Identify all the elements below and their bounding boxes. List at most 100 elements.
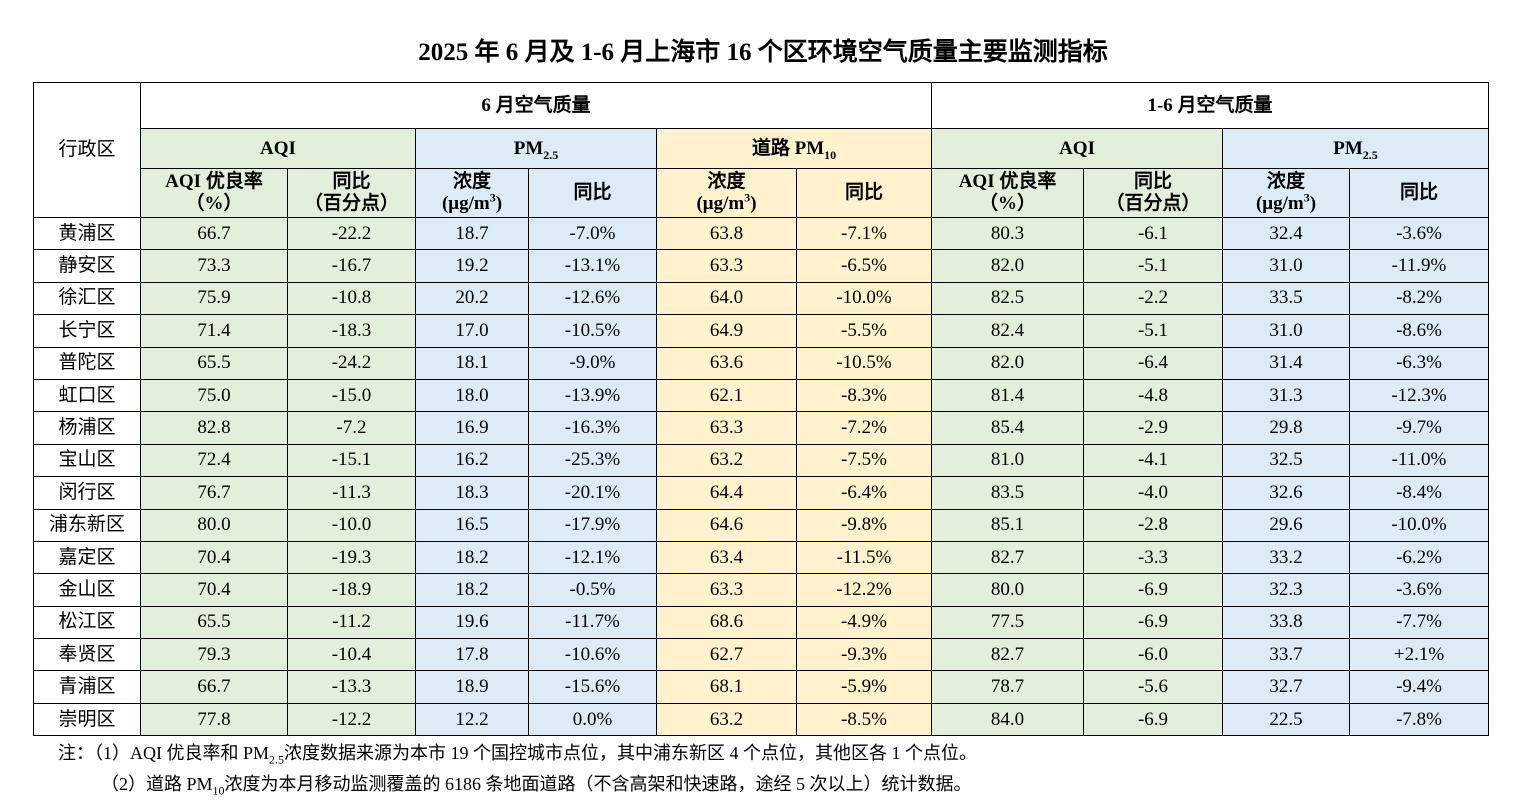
value-cell: -5.5% [795,314,933,348]
note: （2）道路 PM10浓度为本月移动监测覆盖的 6186 条地面道路（不含高架和快… [58,769,977,800]
value-cell: 31.0 [1222,314,1351,348]
header-line: 同比 [1350,182,1488,204]
value-cell: -7.2% [795,411,933,445]
district-cell: 杨浦区 [33,411,141,445]
header-row: AQI 优良率 （%） 同比 （百分点） 浓度 (μg/m3) 同比 浓度 (μg/m3) 同比 A… [34,168,1490,218]
header-cell: 浓度 (μg/m3) [1222,168,1351,218]
data-row: 宝山区 72.4 -15.1 16.2 -25.3% 63.2 -7.5% 81.0 -4.1 3… [33,443,1490,478]
value-cell: 63.2 [656,702,797,737]
header-cell: 浓度 (μg/m3) [415,168,529,218]
data-row: 青浦区 66.7 -13.3 18.9 -15.6% 68.1 -5.9% 78.7 -5.6 3… [33,670,1490,704]
header-cell: AQI [140,128,416,169]
header-cell: 同比 [1349,168,1490,218]
value-cell: 17.8 [415,638,529,672]
district-cell: 崇明区 [33,702,141,737]
value-cell: 62.7 [656,638,797,672]
value-cell: -12.3% [1349,378,1490,413]
data-row: 金山区 70.4 -18.9 18.2 -0.5% 63.3 -12.2% 80.0 -6.9 3… [33,573,1490,607]
header-cell: 同比 [795,168,933,218]
value-cell: -7.1% [795,216,933,251]
value-cell: +2.1% [1349,638,1490,672]
value-cell: -16.3% [528,411,657,445]
header-line: 浓度 [657,171,796,193]
text: 浓度 [452,171,491,192]
district-cell: 青浦区 [33,670,141,704]
text: （2）道路 PM [101,774,213,794]
value-cell: -20.1% [528,476,657,510]
value-cell: 72.4 [140,443,288,478]
value-cell: 64.9 [656,314,797,348]
value-cell: 63.4 [656,540,797,575]
value-cell: 76.7 [140,476,288,510]
value-cell: -9.0% [528,346,657,380]
header-line: 同比 [288,171,415,193]
value-cell: 18.0 [415,378,529,413]
header-cell: 浓度 (μg/m3) [656,168,797,218]
value-cell: -8.6% [1349,314,1490,348]
value-cell: -7.8% [1349,702,1490,737]
value-cell: -4.9% [795,605,933,640]
value-cell: -4.0 [1083,476,1224,510]
superscript: 3 [744,190,751,205]
value-cell: -10.0% [795,281,933,316]
text: (μg/m [1255,193,1304,214]
header-line: （%） [932,193,1083,215]
value-cell: -22.2 [287,216,416,251]
value-cell: -7.5% [795,443,933,478]
value-cell: -6.9 [1083,573,1224,607]
header-cell: 道路 PM10 [655,128,933,169]
data-row: 黄浦区 66.7 -22.2 18.7 -7.0% 63.8 -7.1% 80.3 -6.1 32… [33,216,1490,251]
header-cell: AQI 优良率 （%） [931,168,1085,218]
text: 浓度 [1267,171,1306,192]
text: ) [495,193,503,214]
value-cell: 77.8 [140,702,288,737]
value-cell: 82.0 [931,249,1085,283]
value-cell: 70.4 [140,540,288,575]
header-line: 浓度 [416,171,528,193]
value-cell: -10.4 [287,638,416,672]
value-cell: -4.8 [1083,378,1224,413]
notes: 注：（1）AQI 优良率和 PM2.5浓度数据来源为本市 19 个国控城市点位，… [58,738,977,800]
value-cell: 82.8 [140,411,288,445]
district-cell: 长宁区 [33,314,141,348]
district-cell: 浦东新区 [33,508,141,542]
text: 浓度为本月移动监测覆盖的 6186 条地面道路（不含高架和快速路，途经 5 次以… [224,774,972,794]
value-cell: -4.1 [1083,443,1224,478]
district-cell: 闵行区 [33,476,141,510]
subscript: 10 [824,147,837,162]
district-cell: 静安区 [33,249,141,283]
value-cell: -3.6% [1349,216,1490,251]
value-cell: 68.6 [656,605,797,640]
value-cell: -10.5% [795,346,933,380]
value-cell: 19.6 [415,605,529,640]
value-cell: -24.2 [287,346,416,380]
value-cell: -11.5% [795,540,933,575]
text: AQI [1059,137,1095,159]
text: （%） [185,193,243,214]
header-cell: 同比 （百分点） [287,168,416,218]
value-cell: 85.1 [931,508,1085,542]
text: AQI [260,137,296,159]
text: (μg/m [441,193,490,214]
value-cell: -13.1% [528,249,657,283]
text: （百分点） [303,193,399,214]
value-cell: 64.4 [656,476,797,510]
header-line: (μg/m3) [1223,192,1349,215]
header-row: AQI PM2.5 道路 PM10 AQI PM2.5 [34,128,1490,169]
value-cell: -11.3 [287,476,416,510]
value-cell: -0.5% [528,573,657,607]
value-cell: -9.8% [795,508,933,542]
value-cell: 0.0% [528,702,657,737]
value-cell: 65.5 [140,346,288,380]
data-row: 崇明区 77.8 -12.2 12.2 0.0% 63.2 -8.5% 84.0 -6.9 22.… [33,702,1490,737]
value-cell: 65.5 [140,605,288,640]
value-cell: -15.6% [528,670,657,704]
value-cell: -6.5% [795,249,933,283]
value-cell: -3.3 [1083,540,1224,575]
value-cell: 66.7 [140,216,288,251]
value-cell: -11.0% [1349,443,1490,478]
data-table: 行政区 6 月空气质量 1-6 月空气质量 AQI PM2.5 道路 PM10 AQI PM2… [33,82,1490,737]
district-cell: 虹口区 [33,378,141,413]
value-cell: -8.4% [1349,476,1490,510]
district-cell: 普陀区 [33,346,141,380]
